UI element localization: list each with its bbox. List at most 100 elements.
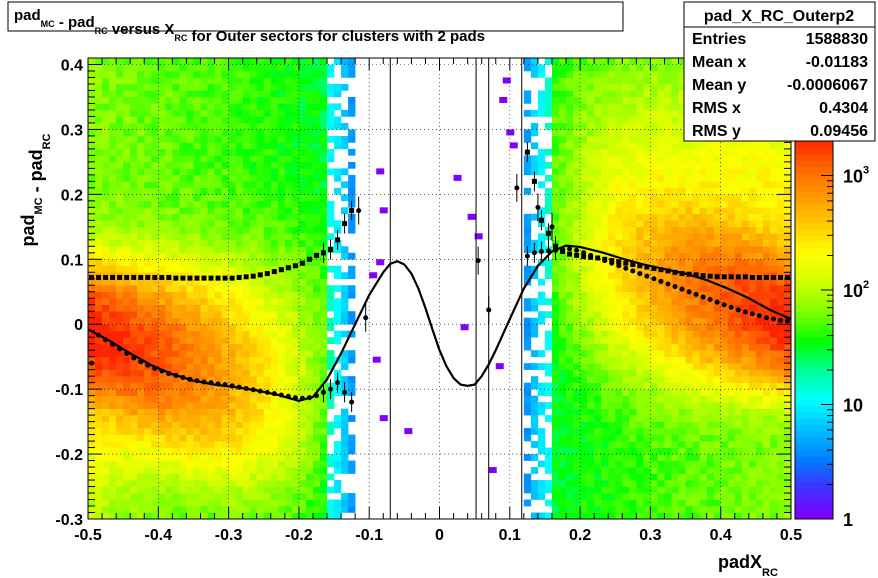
heatmap-cell	[249, 83, 258, 91]
heatmap-cell	[249, 58, 258, 65]
heatmap-cell	[334, 441, 342, 448]
heatmap-cell	[242, 441, 250, 448]
heatmap-cell	[130, 148, 138, 156]
heatmap-cell	[130, 291, 138, 299]
heatmap-cell	[193, 369, 201, 377]
heatmap-cell	[559, 311, 567, 319]
heatmap-cell	[334, 265, 342, 273]
heatmap-cell	[305, 402, 314, 409]
heatmap-cell	[573, 174, 581, 182]
heatmap-cell	[270, 330, 279, 338]
heatmap-cell	[312, 447, 321, 455]
heatmap-cell	[172, 233, 180, 241]
heatmap-cell	[193, 233, 201, 241]
heatmap-cell	[629, 441, 637, 448]
heatmap-cell	[755, 174, 764, 182]
heatmap-cell	[207, 460, 215, 468]
heatmap-cell	[748, 486, 757, 494]
heatmap-cell	[305, 298, 314, 306]
heatmap-cell	[256, 90, 265, 98]
heatmap-cell	[559, 200, 567, 208]
heatmap-cell	[580, 155, 588, 163]
heatmap-cell	[566, 356, 574, 364]
heatmap-cell	[158, 402, 166, 409]
heatmap-cell	[587, 265, 595, 273]
heatmap-cell	[762, 220, 771, 228]
heatmap-cell	[657, 96, 665, 104]
heatmap-cell	[608, 337, 616, 344]
heatmap-cell	[636, 239, 644, 247]
heatmap-cell	[95, 187, 103, 195]
heatmap-cell	[544, 194, 553, 202]
heatmap-cell	[116, 220, 124, 228]
heatmap-cell	[207, 506, 215, 513]
heatmap-cell	[741, 467, 750, 474]
heatmap-cell	[207, 493, 215, 500]
heatmap-cell	[544, 77, 553, 85]
heatmap-cell	[298, 90, 307, 98]
heatmap-cell	[256, 506, 265, 513]
heatmap-cell	[650, 239, 658, 247]
heatmap-cell	[678, 83, 686, 91]
heatmap-cell	[214, 415, 222, 422]
heatmap-cell	[228, 408, 236, 416]
heatmap-cell	[242, 493, 250, 500]
heatmap-cell	[207, 278, 215, 286]
heatmap-cell	[144, 109, 152, 117]
heatmap-cell	[235, 58, 243, 65]
heatmap-cell	[629, 473, 637, 481]
heatmap-cell	[263, 90, 272, 98]
heatmap-cell	[312, 304, 321, 312]
heatmap-cell	[298, 428, 307, 435]
heatmap-cell	[88, 304, 96, 312]
heatmap-cell	[312, 363, 321, 370]
heatmap-cell	[650, 129, 658, 137]
heatmap-cell	[685, 421, 693, 429]
heatmap-cell	[594, 402, 602, 409]
heatmap-cell	[713, 454, 721, 461]
heatmap-cell	[573, 194, 581, 202]
heatmap-cell	[130, 467, 138, 474]
heatmap-cell	[755, 363, 764, 370]
heatmap-cell	[305, 317, 314, 325]
heatmap-cell	[713, 480, 721, 487]
heatmap-cell	[678, 90, 686, 98]
heatmap-cell	[88, 181, 96, 189]
heatmap-cell	[123, 181, 131, 189]
heatmap-cell	[601, 382, 609, 390]
heatmap-cell	[678, 324, 686, 331]
heatmap-cell	[109, 116, 117, 124]
heatmap-cell	[214, 58, 222, 65]
heatmap-cell	[594, 441, 602, 448]
heatmap-cell	[629, 64, 637, 72]
heatmap-cell	[734, 291, 743, 299]
heatmap-cell	[179, 259, 187, 267]
heatmap-cell	[699, 441, 707, 448]
heatmap-cell	[734, 330, 743, 338]
heatmap-cell	[102, 213, 110, 221]
heatmap-cell	[629, 122, 637, 130]
heatmap-cell	[748, 363, 757, 370]
heatmap-cell	[123, 343, 131, 351]
heatmap-cell	[249, 298, 258, 306]
heatmap-cell	[130, 389, 138, 396]
heatmap-cell	[727, 415, 736, 422]
heatmap-cell	[699, 363, 707, 370]
heatmap-cell	[643, 506, 651, 513]
heatmap-cell	[601, 291, 609, 299]
heatmap-cell	[559, 174, 567, 182]
heatmap-cell	[544, 272, 553, 280]
heatmap-cell	[221, 90, 229, 98]
heatmap-cell	[573, 226, 581, 234]
heatmap-cell	[158, 252, 166, 260]
heatmap-cell	[228, 226, 236, 234]
heatmap-cell	[88, 447, 96, 455]
heatmap-cell	[643, 363, 651, 370]
heatmap-cell	[305, 155, 314, 163]
heatmap-cell	[116, 148, 124, 156]
heatmap-cell	[221, 200, 229, 208]
heatmap-cell	[158, 90, 166, 98]
heatmap-cell	[277, 83, 286, 91]
heatmap-cell	[207, 58, 215, 65]
heatmap-cell	[186, 194, 194, 202]
